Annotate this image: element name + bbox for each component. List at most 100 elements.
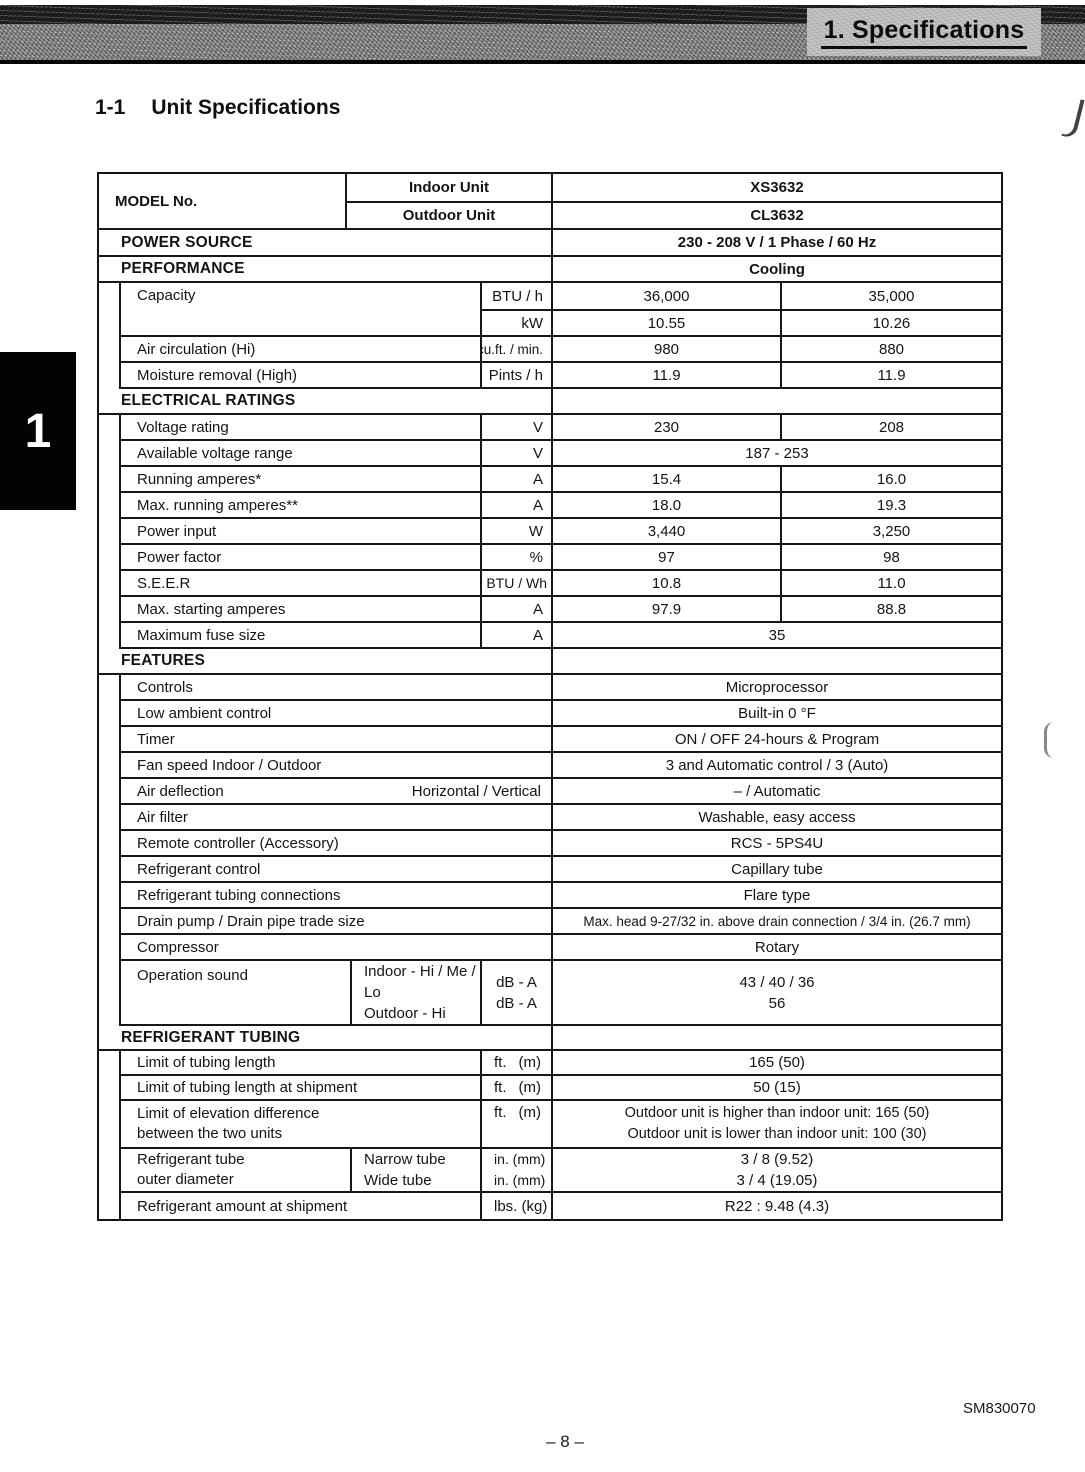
capacity-kw-208: 10.26 [780,309,1001,335]
running-amperes-label: Running amperes* [137,470,262,488]
table-row-capacity: Capacity BTU / h 36,000 35,000 kW 10.55 … [119,283,1001,337]
capacity-unit-kw: kW [480,309,551,335]
operation-sound-outdoor-value: 56 [768,994,786,1012]
elevation-value-lower: Outdoor unit is lower than indoor unit: … [627,1126,927,1142]
max-starting-amperes-unit: A [480,597,551,621]
tubing-length-shipment-unit-ft: ft. [494,1079,507,1096]
tube-diameter-values: 3 / 8 (9.52) 3 / 4 (19.05) [551,1149,1001,1191]
running-amperes-unit: A [480,467,551,491]
tubing-length-shipment-label: Limit of tubing length at shipment [137,1079,358,1096]
power-input-208: 3,250 [780,519,1001,543]
table-row-elevation-difference: Limit of elevation difference between th… [119,1101,1001,1149]
elevation-label: Limit of elevation difference between th… [121,1101,480,1147]
indoor-unit-label: Indoor Unit [345,174,551,201]
maximum-fuse-size-unit: A [480,623,551,647]
elevation-unit: ft. (m) [480,1101,551,1147]
tube-diameter-units: in. (mm) in. (mm) [480,1149,551,1191]
outdoor-unit-value: CL3632 [551,201,1001,228]
tubing-length-unit-ft: ft. [494,1054,507,1071]
tube-diameter-wide-value: 3 / 4 (19.05) [736,1172,818,1189]
table-row-power-source: POWER SOURCE 230 - 208 V / 1 Phase / 60 … [99,230,1001,257]
table-row-controls: Controls Microprocessor [119,675,1001,701]
air-circulation-unit: cu.ft. / min. [480,337,551,361]
refrigerant-tubing-spacer [551,1026,1001,1049]
tube-diameter-label: Refrigerant tube outer diameter [121,1149,350,1191]
elevation-unit-m: (m) [518,1104,542,1121]
low-ambient-label: Low ambient control [137,704,272,722]
voltage-rating-label: Voltage rating [137,418,229,436]
fan-speed-label: Fan speed Indoor / Outdoor [137,756,322,774]
moisture-removal-unit: Pints / h [480,363,551,387]
refrigerant-amount-unit: lbs. (kg) [480,1193,551,1219]
remote-controller-label: Remote controller (Accessory) [137,834,339,852]
table-row-air-filter: Air filter Washable, easy access [119,805,1001,831]
operation-sound-indoor-label: Indoor - Hi / Me / Lo [364,963,476,1001]
seer-label: S.E.E.R [137,574,191,592]
scan-artifact-mark [1044,722,1054,758]
header-title-box: 1. Specifications [807,8,1041,56]
power-source-label: POWER SOURCE [121,233,253,251]
tubing-length-shipment-unit: ft. (m) [480,1076,551,1099]
tubing-connections-label: Refrigerant tubing connections [137,886,341,904]
voltage-range-value: 187 - 253 [551,441,1001,465]
refrigerant-amount-label: Refrigerant amount at shipment [137,1197,348,1215]
table-row-voltage-range: Available voltage range V 187 - 253 [119,441,1001,467]
electrical-ratings-spacer [551,389,1001,413]
header-banner: 1. Specifications [0,5,1085,61]
table-row-air-deflection: Air deflection Horizontal / Vertical – /… [119,779,1001,805]
table-row-tubing-header: REFRIGERANT TUBING [99,1026,1001,1051]
capacity-btu-208: 35,000 [780,283,1001,309]
table-row-maximum-fuse-size: Maximum fuse size A 35 [119,623,1001,649]
air-deflection-label-cell: Air deflection Horizontal / Vertical [121,779,551,803]
compressor-value: Rotary [551,935,1001,959]
operation-sound-outdoor-label: Outdoor - Hi [364,1005,446,1022]
performance-label: PERFORMANCE [121,260,245,277]
tubing-length-value: 165 (50) [551,1051,1001,1074]
tubing-length-unit: ft. (m) [480,1051,551,1074]
capacity-unit-btu: BTU / h [480,283,551,309]
header-title: 1. Specifications [820,16,1028,49]
power-input-230: 3,440 [551,519,780,543]
tubing-length-label: Limit of tubing length [137,1054,276,1071]
max-starting-amperes-208: 88.8 [780,597,1001,621]
header-rule [0,60,1085,64]
operation-sound-unit-2: dB - A [496,994,537,1012]
operation-sound-unit-1: dB - A [496,973,537,991]
power-source-value: 230 - 208 V / 1 Phase / 60 Hz [551,230,1001,255]
operation-sound-mid: Indoor - Hi / Me / Lo Outdoor - Hi [350,961,480,1024]
model-label: MODEL No. [115,192,198,210]
table-row-tubing-connections: Refrigerant tubing connections Flare typ… [119,883,1001,909]
moisture-removal-label: Moisture removal (High) [137,366,298,384]
table-row-operation-sound: Operation sound Indoor - Hi / Me / Lo Ou… [119,961,1001,1026]
table-row-fan-speed: Fan speed Indoor / Outdoor 3 and Automat… [119,753,1001,779]
air-filter-value: Washable, easy access [551,805,1001,829]
table-row-remote-controller: Remote controller (Accessory) RCS - 5PS4… [119,831,1001,857]
drain-pump-label: Drain pump / Drain pipe trade size [137,912,365,930]
table-row-drain-pump: Drain pump / Drain pipe trade size Max. … [119,909,1001,935]
tubing-length-unit-m: (m) [518,1054,542,1071]
compressor-label: Compressor [137,938,219,956]
maximum-fuse-size-value: 35 [551,623,1001,647]
operation-sound-values: 43 / 40 / 36 56 [551,961,1001,1024]
tube-diameter-narrow-value: 3 / 8 (9.52) [740,1151,814,1168]
table-row-low-ambient: Low ambient control Built-in 0 °F [119,701,1001,727]
tubing-length-shipment-unit-m: (m) [518,1079,542,1096]
table-row-voltage-rating: Voltage rating V 230 208 [119,415,1001,441]
max-starting-amperes-230: 97.9 [551,597,780,621]
indoor-unit-value: XS3632 [551,174,1001,201]
timer-label: Timer [137,730,175,748]
capacity-btu-230: 36,000 [551,283,780,309]
air-deflection-label: Air deflection [137,782,224,800]
table-row-running-amperes: Running amperes* A 15.4 16.0 [119,467,1001,493]
max-running-amperes-208: 19.3 [780,493,1001,517]
table-row-features-header: FEATURES [99,649,1001,675]
page-title-number: 1-1 [95,96,126,119]
tube-diameter-mid: Narrow tube Wide tube [350,1149,480,1191]
elevation-label-line2: between the two units [137,1125,283,1142]
refrigerant-amount-value: R22 : 9.48 (4.3) [551,1193,1001,1219]
remote-controller-value: RCS - 5PS4U [551,831,1001,855]
voltage-range-unit: V [480,441,551,465]
table-row-power-input: Power input W 3,440 3,250 [119,519,1001,545]
controls-label: Controls [137,678,193,696]
features-label: FEATURES [121,652,205,669]
